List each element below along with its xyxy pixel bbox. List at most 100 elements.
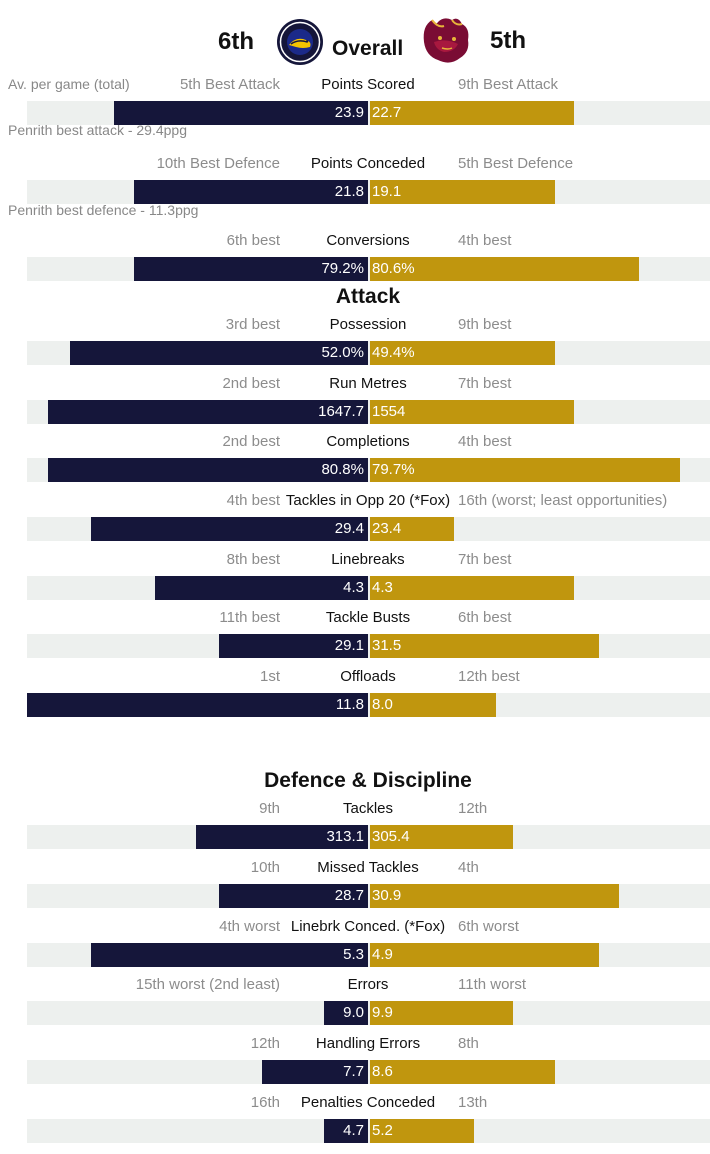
bar-track: 23.9 22.7: [27, 101, 710, 125]
home-value-label: 80.8%: [321, 461, 364, 478]
home-bar: [155, 576, 368, 600]
home-bar: [324, 1119, 368, 1143]
home-rank-label: 3rd best: [225, 316, 280, 333]
away-rank-label: 11th worst: [458, 976, 527, 993]
home-rank-label: 8th best: [226, 551, 280, 568]
away-bar: [370, 576, 574, 600]
away-value-label: 9.9: [372, 1004, 393, 1021]
home-value-label: 28.7: [334, 887, 364, 904]
home-team-logo: [277, 19, 323, 65]
away-rank-label: 6th best: [458, 609, 512, 626]
bar-track: 5.3 4.9: [27, 943, 710, 967]
stat-row: 10th Missed Tackles 4th 28.7 30.9: [0, 859, 710, 919]
home-value-label: 79.2%: [321, 260, 364, 277]
away-rank-label: 8th: [458, 1035, 479, 1052]
best-defence-note: Penrith best defence - 11.3ppg: [8, 202, 199, 218]
away-value-label: 19.1: [372, 183, 402, 200]
away-value-label: 49.4%: [372, 344, 415, 361]
stat-row: 2nd best Run Metres 7th best 1647.7 1554: [0, 375, 710, 435]
away-rank-label: 16th (worst; least opportunities): [458, 492, 668, 509]
bar-track: 1647.7 1554: [27, 400, 710, 424]
home-value-label: 4.7: [343, 1122, 364, 1139]
away-rank-label: 9th Best Attack: [458, 76, 559, 93]
away-bar: [370, 943, 599, 967]
away-bar: [370, 257, 639, 281]
home-value-label: 29.1: [334, 637, 364, 654]
away-rank-label: 6th worst: [458, 918, 519, 935]
home-team-ladder-position: 6th: [218, 28, 254, 55]
stat-row: 6th best Conversions 4th best 79.2% 80.6%: [0, 232, 710, 292]
away-bar: [370, 1001, 513, 1025]
home-rank-label: 2nd best: [222, 433, 280, 450]
bar-track: 80.8% 79.7%: [27, 458, 710, 482]
away-bar: [370, 101, 574, 125]
away-value-label: 8.6: [372, 1063, 393, 1080]
away-bar: [370, 884, 619, 908]
away-rank-label: 9th best: [458, 316, 512, 333]
away-value-label: 79.7%: [372, 461, 415, 478]
bar-track: 4.3 4.3: [27, 576, 710, 600]
stat-name: Tackles: [342, 800, 394, 817]
home-value-label: 9.0: [343, 1004, 364, 1021]
home-rank-label: 5th Best Attack: [179, 76, 280, 93]
away-value-label: 80.6%: [372, 260, 415, 277]
stat-name: Offloads: [340, 668, 396, 685]
bar-track: 7.7 8.6: [27, 1060, 710, 1084]
home-value-label: 21.8: [334, 183, 364, 200]
home-rank-label: 15th worst (2nd least): [135, 976, 280, 993]
away-rank-label: 4th best: [458, 433, 512, 450]
home-value-label: 29.4: [334, 520, 364, 537]
home-rank-label: 11th best: [219, 609, 280, 626]
home-bar: [48, 458, 368, 482]
home-bar: [114, 101, 368, 125]
away-value-label: 4.3: [372, 579, 393, 596]
home-bar: [196, 825, 368, 849]
away-value-label: 31.5: [372, 637, 402, 654]
stat-row: 5th Best Attack Points Scored 9th Best Att…: [0, 76, 710, 136]
home-bar: [262, 1060, 368, 1084]
home-value-label: 52.0%: [321, 344, 364, 361]
away-bar: [370, 400, 574, 424]
bar-track: 4.7 5.2: [27, 1119, 710, 1143]
away-rank-label: 4th: [458, 859, 479, 876]
stat-row: 11th best Tackle Busts 6th best 29.1 31.5: [0, 609, 710, 669]
home-value-label: 5.3: [343, 946, 364, 963]
bar-track: 29.4 23.4: [27, 517, 710, 541]
home-value-label: 11.8: [335, 696, 364, 713]
stat-name: Points Scored: [321, 76, 415, 93]
away-value-label: 5.2: [372, 1122, 393, 1139]
stat-row: 4th best Tackles in Opp 20 (*Fox) 16th (wo…: [0, 492, 710, 552]
home-value-label: 23.9: [334, 104, 364, 121]
home-rank-label: 12th: [250, 1035, 280, 1052]
stat-name: Missed Tackles: [317, 859, 419, 876]
stat-name: Possession: [329, 316, 407, 333]
away-bar: [370, 458, 680, 482]
bar-track: 29.1 31.5: [27, 634, 710, 658]
away-bar: [370, 634, 599, 658]
away-value-label: 30.9: [372, 887, 402, 904]
stat-row: 8th best Linebreaks 7th best 4.3 4.3: [0, 551, 710, 611]
away-bar: [370, 1060, 555, 1084]
stat-row: 3rd best Possession 9th best 52.0% 49.4%: [0, 316, 710, 376]
away-bar: [370, 693, 496, 717]
stat-name: Linebreaks: [331, 551, 405, 568]
bar-track: 52.0% 49.4%: [27, 341, 710, 365]
away-team-ladder-position: 5th: [490, 27, 526, 54]
stat-name: Tackle Busts: [325, 609, 411, 626]
away-rank-label: 13th: [458, 1094, 488, 1111]
attack-section-title: Attack: [335, 285, 401, 308]
home-bar: [48, 400, 368, 424]
away-bar: [370, 1119, 474, 1143]
away-rank-label: 5th Best Defence: [458, 155, 574, 172]
home-bar: [27, 693, 368, 717]
stat-name: Errors: [347, 976, 389, 993]
away-bar: [370, 825, 513, 849]
per-game-note: Av. per game (total): [8, 76, 130, 92]
home-rank-label: 10th: [250, 859, 280, 876]
home-bar: [70, 341, 368, 365]
home-rank-label: 6th best: [226, 232, 280, 249]
home-rank-label: 4th best: [226, 492, 280, 509]
bar-track: 21.8 19.1: [27, 180, 710, 204]
stat-name: Handling Errors: [315, 1035, 421, 1052]
